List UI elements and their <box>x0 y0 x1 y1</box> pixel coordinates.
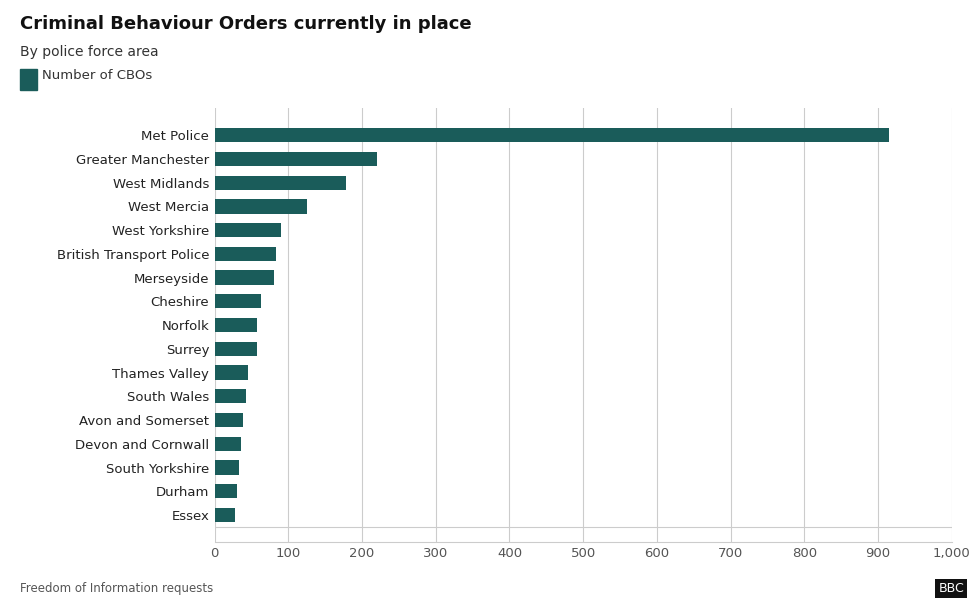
Text: Criminal Behaviour Orders currently in place: Criminal Behaviour Orders currently in p… <box>20 15 471 33</box>
Bar <box>215 318 258 332</box>
Bar <box>215 270 273 285</box>
Text: By police force area: By police force area <box>20 45 158 59</box>
Bar <box>215 294 262 308</box>
Bar <box>215 413 243 427</box>
Bar <box>215 508 235 522</box>
Bar <box>215 436 240 451</box>
Bar <box>215 176 346 190</box>
Text: BBC: BBC <box>939 582 964 595</box>
Text: Number of CBOs: Number of CBOs <box>42 69 152 82</box>
Bar <box>215 484 237 498</box>
Bar <box>215 247 276 261</box>
Bar <box>215 461 239 474</box>
Bar <box>215 365 248 380</box>
Text: Freedom of Information requests: Freedom of Information requests <box>20 582 213 595</box>
Bar <box>215 342 257 356</box>
Bar <box>215 389 246 403</box>
Bar <box>215 128 889 142</box>
Bar <box>215 223 281 237</box>
Bar <box>215 199 306 214</box>
Bar <box>215 152 377 166</box>
